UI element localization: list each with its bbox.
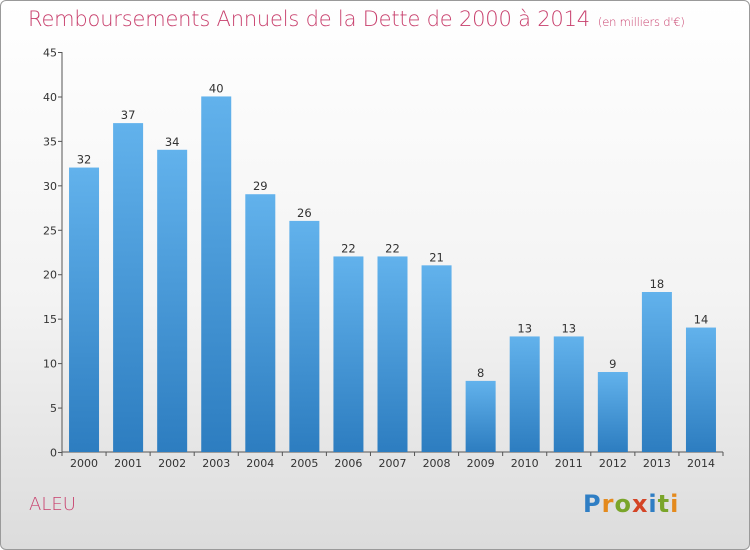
x-tick-label-2013: 2013	[643, 457, 671, 470]
bar-2006	[333, 256, 364, 452]
bar-2002	[157, 149, 188, 452]
y-tick-label: 10	[43, 358, 57, 371]
value-label-2012: 9	[609, 357, 616, 371]
x-tick-label-2008: 2008	[423, 457, 451, 470]
bar-2008	[421, 265, 452, 452]
y-tick-label: 45	[43, 47, 57, 60]
y-tick-label: 20	[43, 269, 57, 282]
value-label-2003: 40	[209, 81, 224, 95]
bar-2009	[465, 380, 496, 452]
y-tick-label: 35	[43, 135, 57, 148]
chart-title-text: Remboursements Annuels de la Dette de 20…	[28, 7, 590, 31]
x-tick-label-2011: 2011	[555, 457, 583, 470]
x-tick-label-2007: 2007	[379, 457, 407, 470]
x-tick-label-2009: 2009	[467, 457, 495, 470]
logo-letter: x	[631, 490, 649, 518]
bar-2003	[201, 96, 232, 452]
y-tick-label: 30	[43, 180, 57, 193]
x-tick-label-2012: 2012	[599, 457, 627, 470]
value-label-2010: 13	[517, 321, 532, 335]
value-label-2013: 18	[650, 277, 665, 291]
chart-value-labels: 32 2000 37 2001 34 2002 40 2003 29 2004 26 2005 22 20…	[70, 81, 715, 470]
bar-2007	[377, 256, 408, 452]
y-tick-label: 25	[43, 224, 57, 237]
value-label-2002: 34	[165, 135, 180, 149]
chart-bars	[69, 96, 716, 453]
y-tick-label: 40	[43, 91, 57, 104]
x-tick-label-2014: 2014	[687, 457, 715, 470]
commune-name: ALEU	[29, 494, 76, 515]
value-label-2004: 29	[253, 179, 268, 193]
x-tick-label-2004: 2004	[246, 457, 274, 470]
value-label-2014: 14	[694, 313, 709, 327]
logo-letter: P	[583, 490, 602, 518]
chart-title: Remboursements Annuels de la Dette de 20…	[28, 7, 685, 31]
bar-2001	[113, 123, 144, 452]
x-tick-label-2002: 2002	[158, 457, 186, 470]
bar-2014	[685, 327, 716, 452]
x-tick-label-2000: 2000	[70, 457, 98, 470]
proxiti-logo: Proxiti	[583, 490, 679, 518]
logo-letter: r	[601, 490, 615, 518]
bar-2011	[553, 336, 584, 452]
value-label-2011: 13	[561, 321, 576, 335]
value-label-2007: 22	[385, 241, 400, 255]
value-label-2009: 8	[477, 366, 484, 380]
y-tick-label: 5	[50, 402, 57, 415]
y-tick-label: 15	[43, 313, 57, 326]
bar-2000	[69, 167, 100, 453]
x-tick-label-2006: 2006	[334, 457, 362, 470]
bar-2005	[289, 220, 320, 452]
bar-2013	[641, 292, 672, 452]
x-tick-label-2010: 2010	[511, 457, 539, 470]
value-label-2005: 26	[297, 206, 312, 220]
value-label-2001: 37	[121, 108, 136, 122]
logo-letter: i	[670, 490, 680, 518]
x-tick-label-2001: 2001	[114, 457, 142, 470]
bar-2012	[597, 372, 628, 452]
chart-subtitle: (en milliers d'€)	[597, 15, 685, 29]
x-tick-label-2003: 2003	[202, 457, 230, 470]
logo-letter: i	[648, 490, 658, 518]
y-tick-label: 0	[50, 447, 57, 460]
bar-2004	[245, 194, 276, 452]
x-tick-label-2005: 2005	[290, 457, 318, 470]
logo-letter: t	[657, 490, 671, 518]
value-label-2008: 21	[429, 250, 444, 264]
bar-2010	[509, 336, 540, 452]
value-label-2000: 32	[77, 153, 92, 167]
logo-letter: o	[614, 490, 632, 518]
value-label-2006: 22	[341, 241, 356, 255]
